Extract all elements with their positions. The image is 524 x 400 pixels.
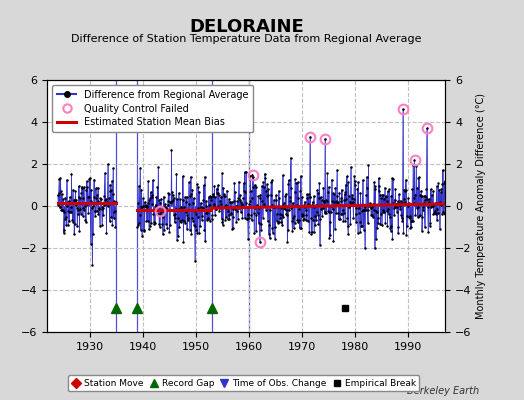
Legend: Station Move, Record Gap, Time of Obs. Change, Empirical Break: Station Move, Record Gap, Time of Obs. C… bbox=[68, 375, 419, 392]
Legend: Difference from Regional Average, Quality Control Failed, Estimated Station Mean: Difference from Regional Average, Qualit… bbox=[52, 85, 254, 132]
Text: Difference of Station Temperature Data from Regional Average: Difference of Station Temperature Data f… bbox=[71, 34, 421, 44]
Text: Berkeley Earth: Berkeley Earth bbox=[407, 386, 479, 396]
Y-axis label: Monthly Temperature Anomaly Difference (°C): Monthly Temperature Anomaly Difference (… bbox=[476, 93, 486, 319]
Text: DELORAINE: DELORAINE bbox=[189, 18, 303, 36]
